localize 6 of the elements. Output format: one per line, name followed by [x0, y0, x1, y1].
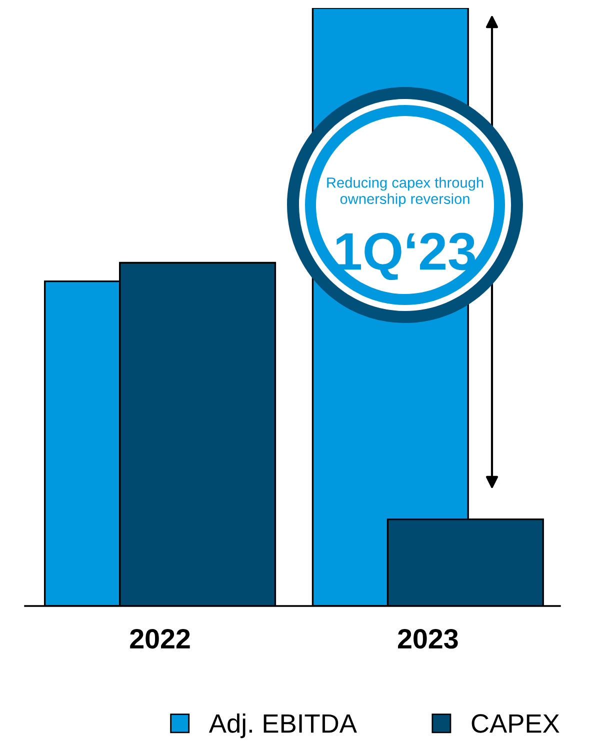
annotation: 1Q‘23 — [336, 232, 475, 280]
x-tick-label: 2023 — [398, 628, 458, 649]
legend-label: CAPEX — [472, 714, 560, 733]
legend-label: Adj. EBITDA — [208, 713, 357, 738]
annotation: Reducing capex through ownership reversion — [327, 177, 484, 207]
x-tick-label: 2022 — [130, 628, 190, 649]
